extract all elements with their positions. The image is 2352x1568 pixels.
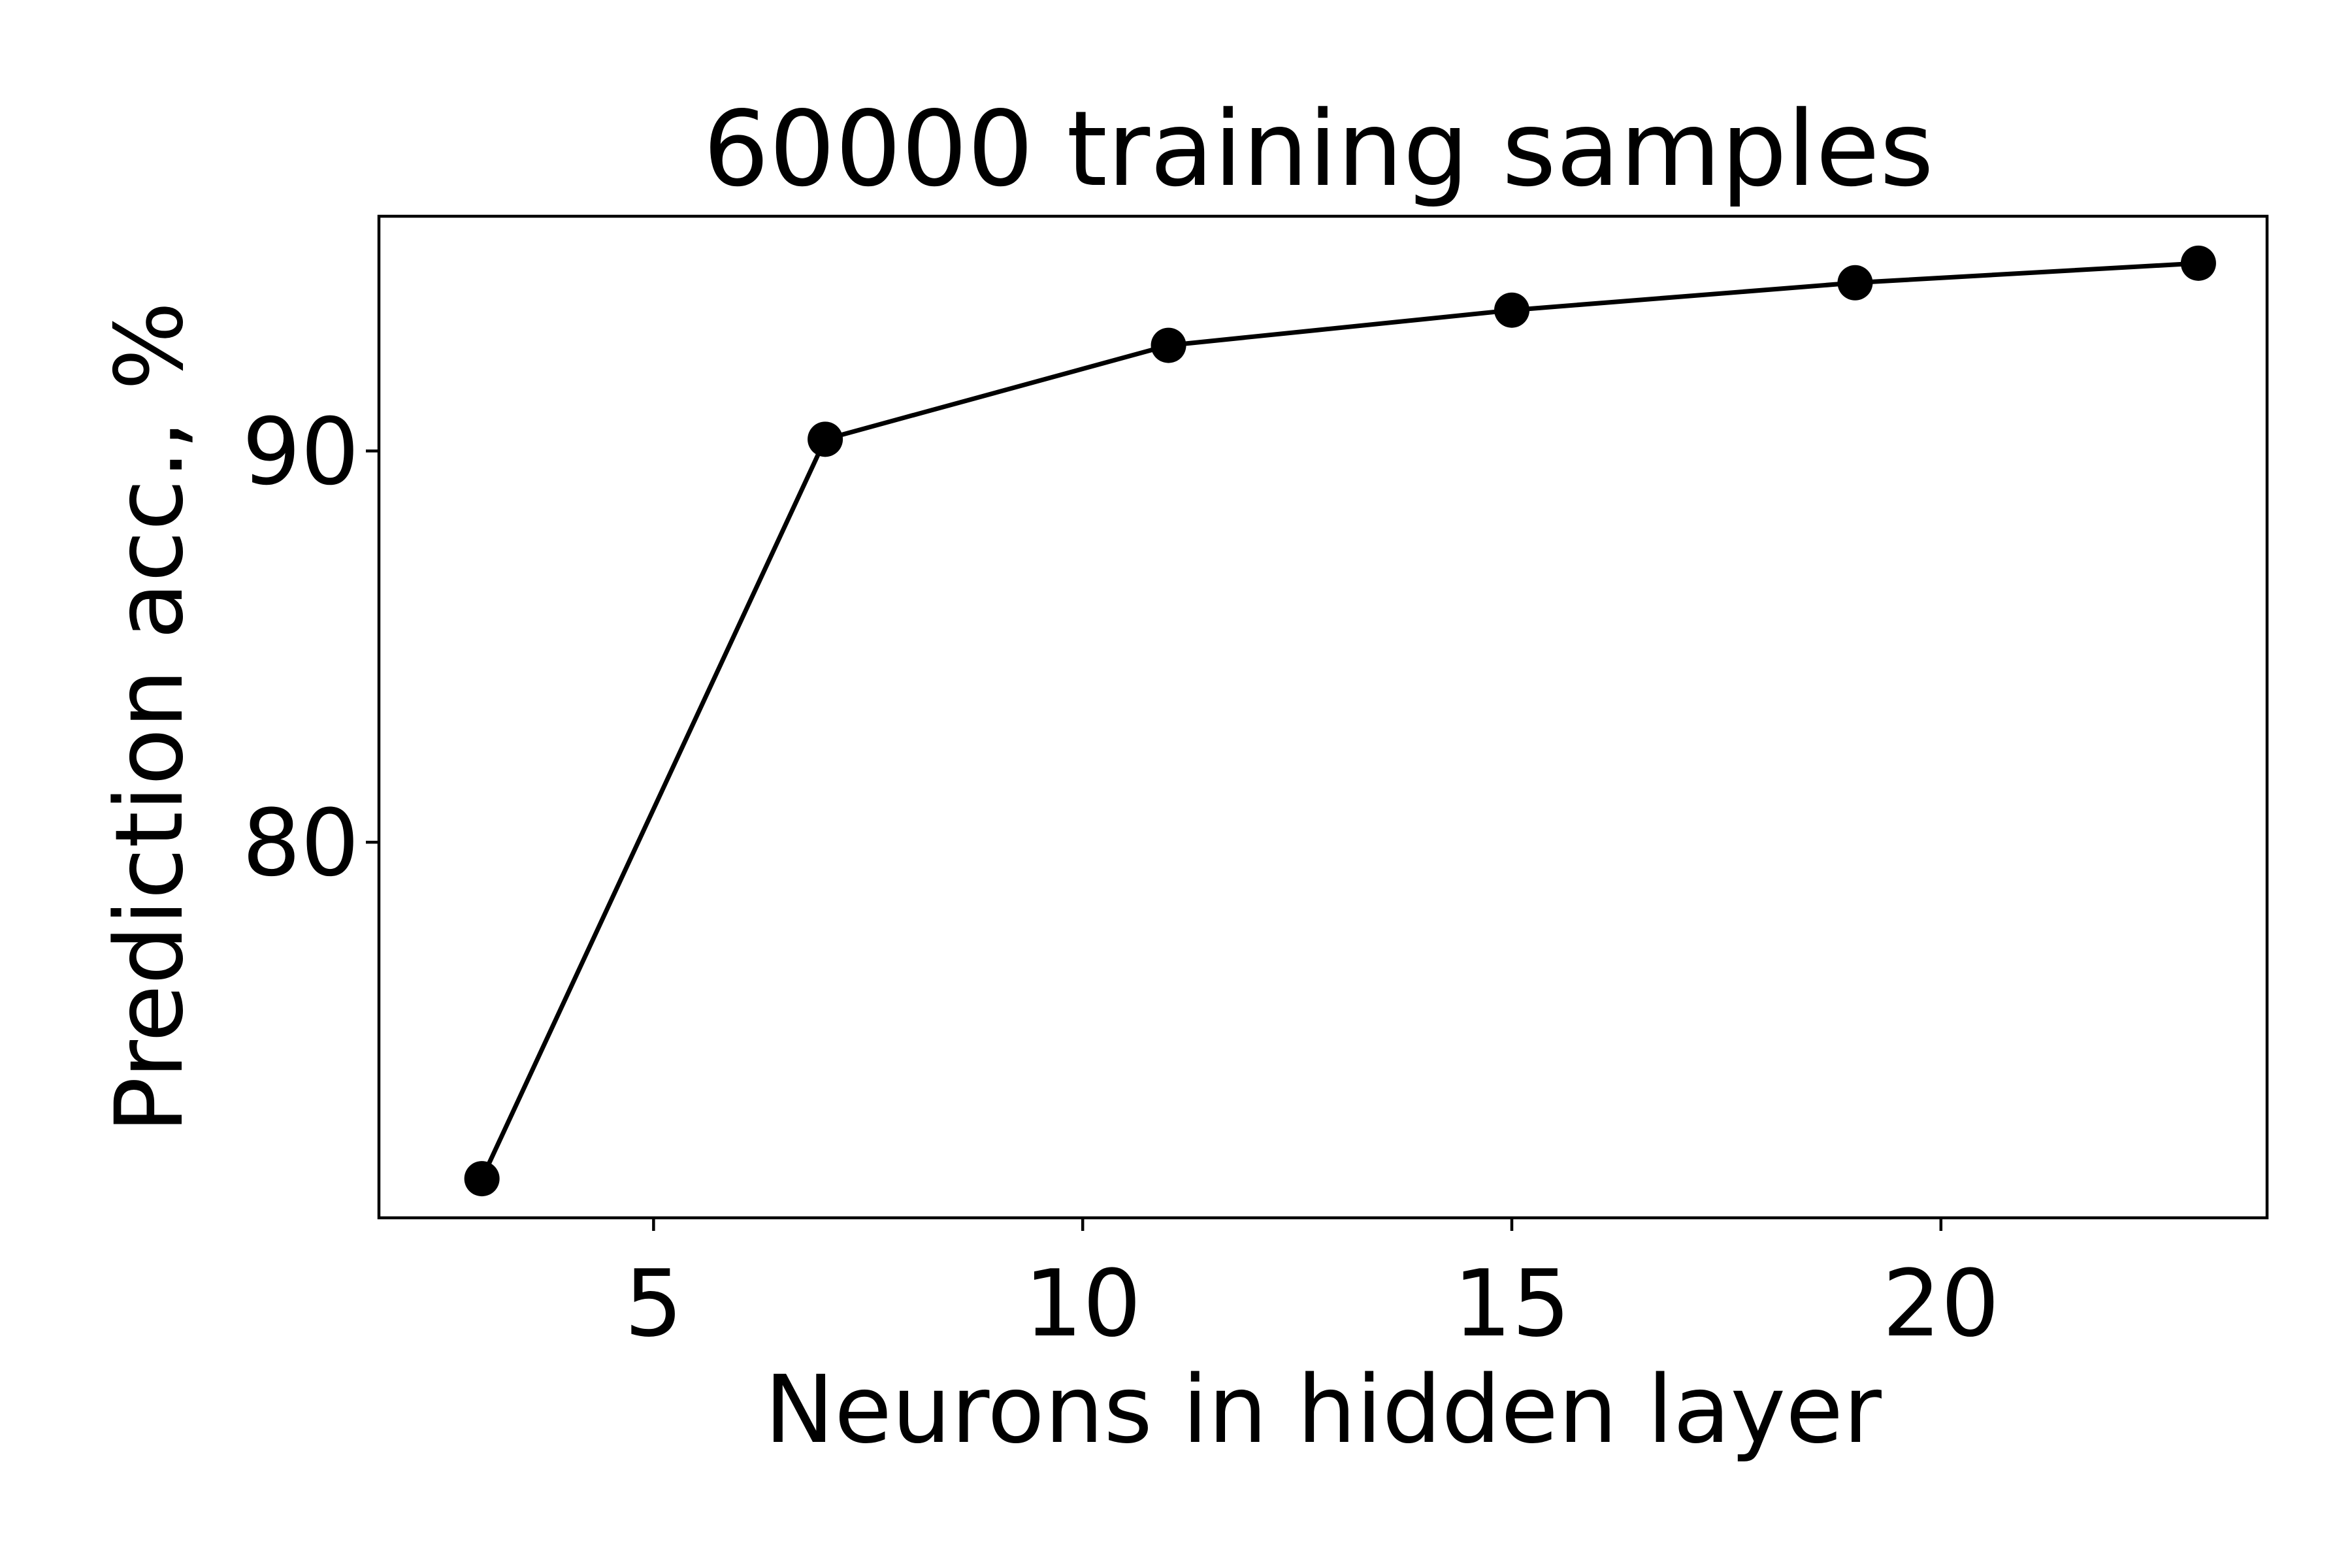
data-point: [464, 1161, 500, 1197]
x-tick-label: 20: [1882, 1250, 1999, 1358]
chart-title: 60000 training samples: [703, 89, 1934, 210]
plot-area: [464, 245, 2216, 1197]
plot-frame: [377, 214, 2269, 1220]
x-axis: 5 10 15 20: [625, 1218, 2000, 1358]
y-axis: 80 90: [242, 399, 379, 897]
y-tick-label: 90: [242, 399, 359, 506]
data-point: [1837, 265, 1873, 301]
y-tick-label: 80: [242, 790, 359, 897]
y-axis-label: Prediction acc., %: [95, 302, 204, 1134]
data-point: [2180, 245, 2216, 281]
series-line: [480, 261, 2199, 1180]
x-tick-label: 15: [1453, 1250, 1570, 1358]
data-point: [1151, 327, 1186, 363]
x-tick-label: 5: [625, 1250, 683, 1358]
data-point: [1494, 292, 1529, 328]
x-tick-label: 10: [1024, 1250, 1141, 1358]
data-point: [808, 421, 843, 457]
x-axis-label: Neurons in hidden layer: [764, 1355, 1882, 1464]
